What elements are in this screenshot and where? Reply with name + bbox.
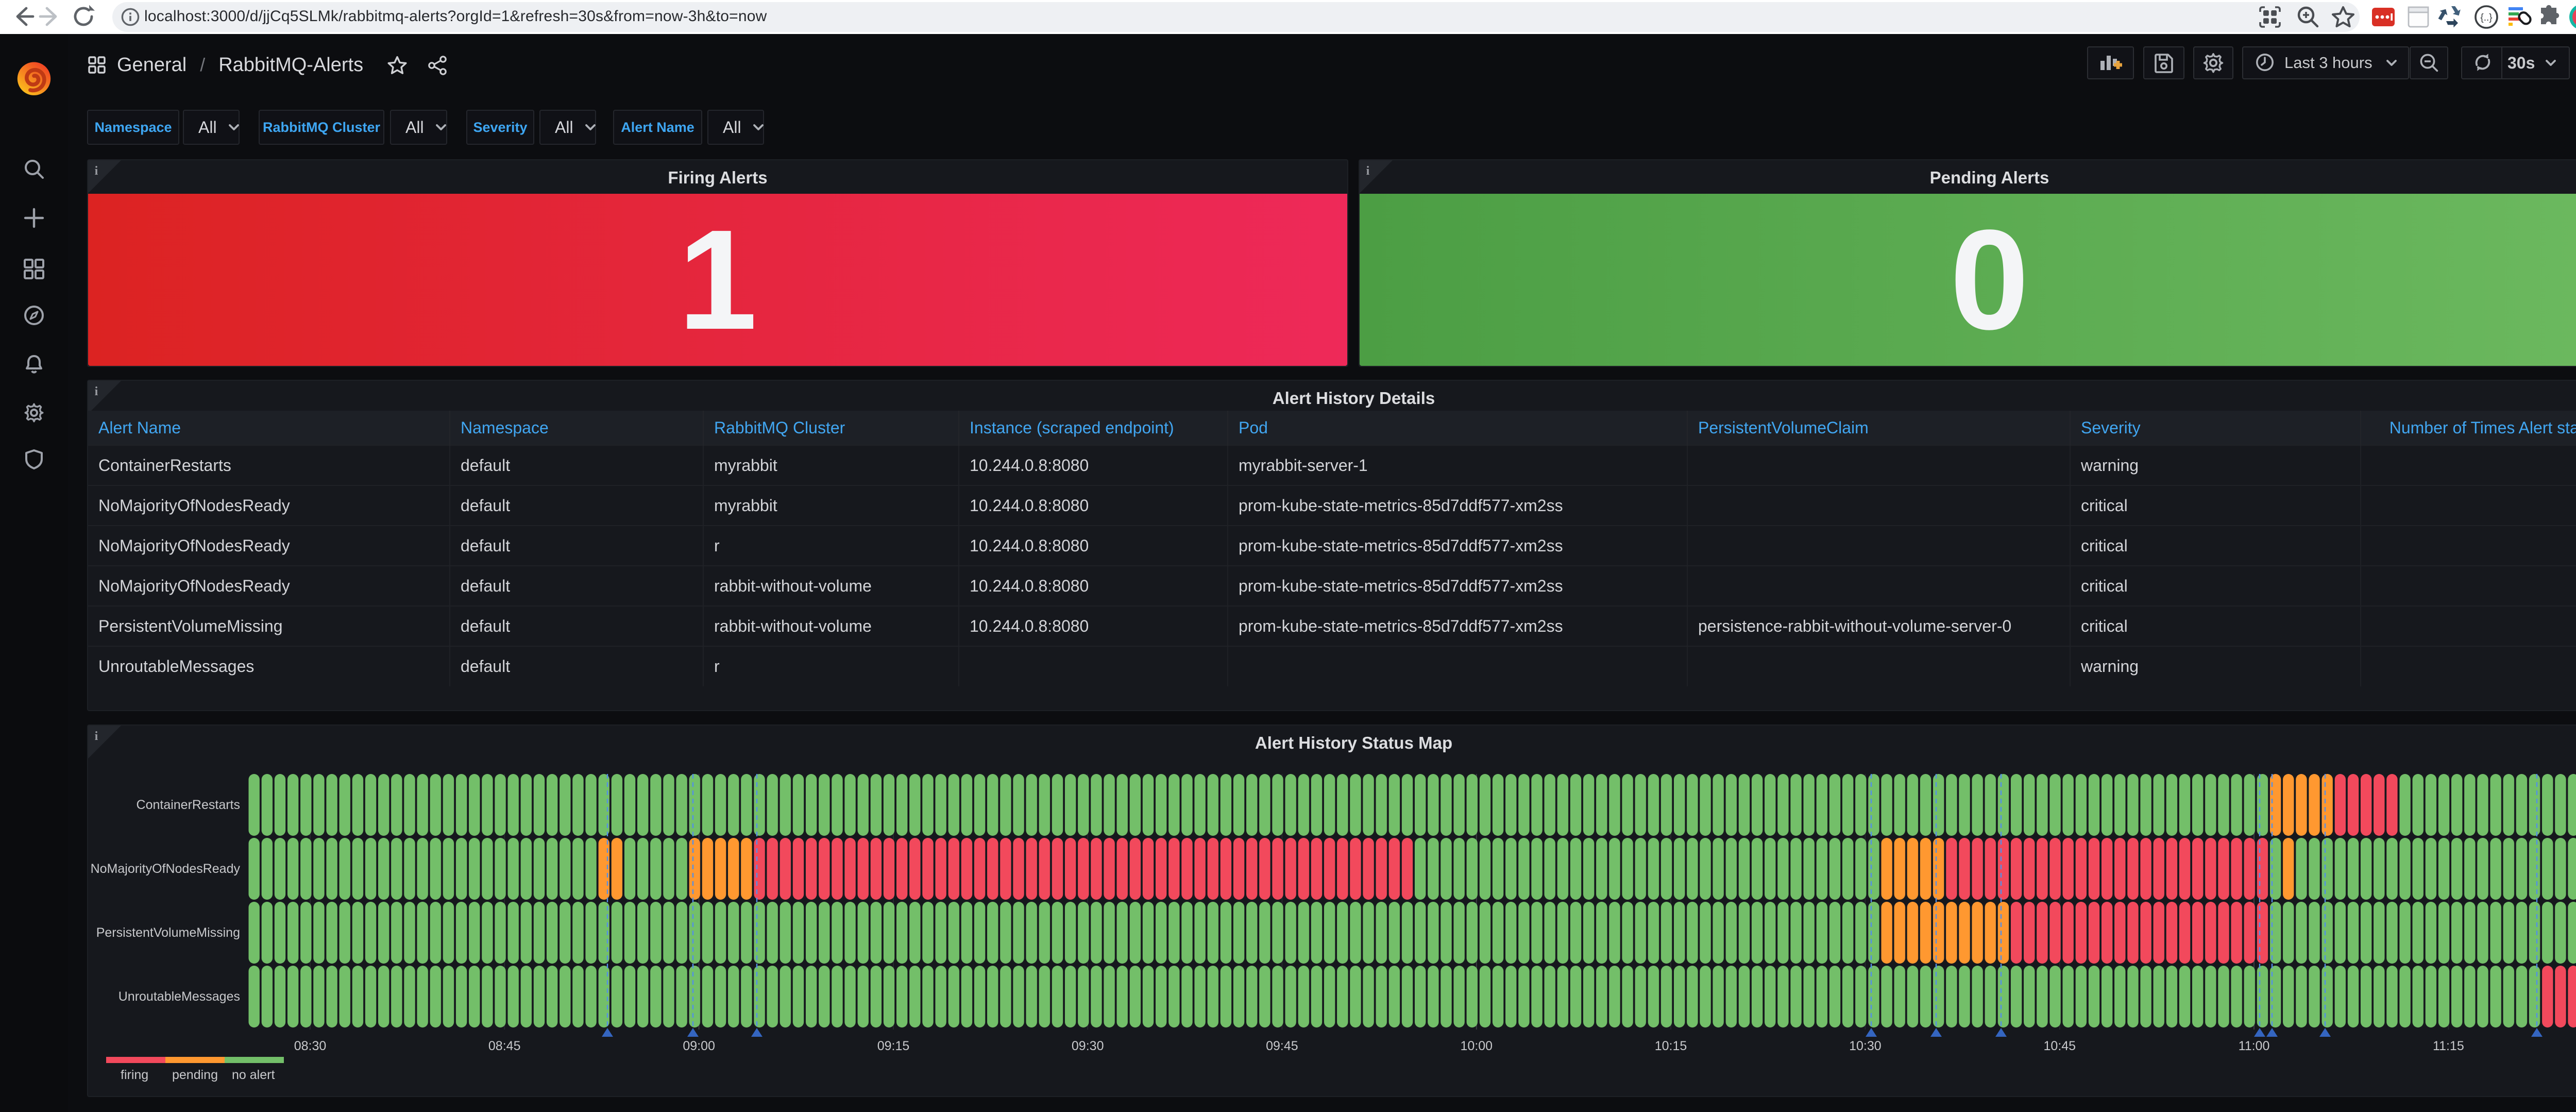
svg-text:{..}: {..} — [2480, 12, 2492, 23]
svg-text:i: i — [95, 730, 98, 743]
svg-text:i: i — [95, 164, 98, 178]
svg-text:i: i — [1366, 164, 1370, 178]
svg-text:i: i — [95, 385, 98, 398]
